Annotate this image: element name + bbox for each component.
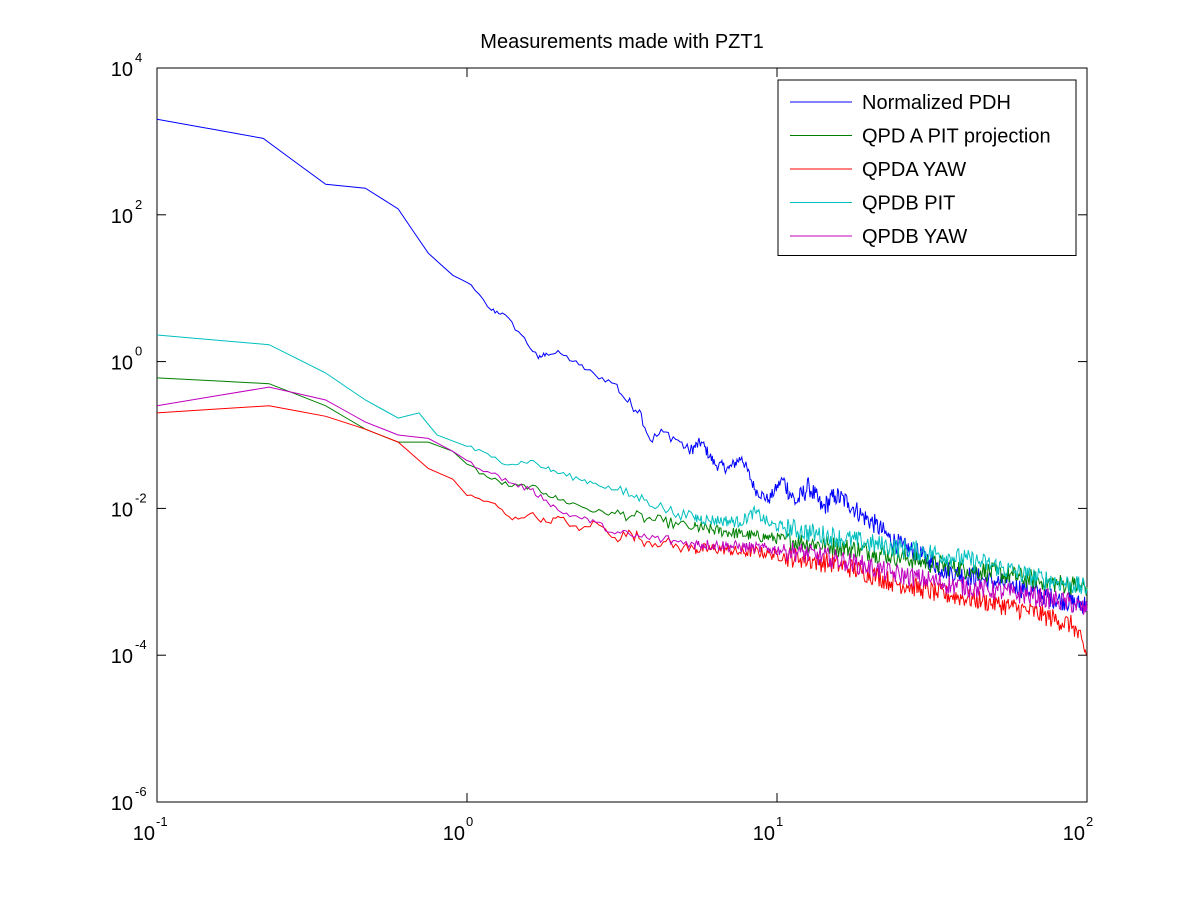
legend-label: Normalized PDH: [862, 92, 1011, 114]
series-lines: [156, 118, 1088, 656]
y-tick-exponent: 4: [135, 50, 142, 65]
legend-label: QPDB PIT: [862, 193, 955, 215]
y-tick-label: 10: [111, 353, 133, 375]
x-tick-label: 10: [753, 823, 775, 845]
series-line-4: [156, 334, 1088, 595]
legend-box: [777, 79, 1077, 256]
y-tick-label: 10: [111, 499, 133, 521]
legend-label: QPDB YAW: [862, 226, 967, 248]
x-tick-label: 10: [443, 823, 465, 845]
series-line-2: [156, 377, 1088, 596]
y-tick-exponent: 0: [135, 344, 142, 359]
y-tick-exponent: -2: [135, 490, 147, 505]
legend-label: QPDA YAW: [862, 159, 966, 181]
y-tick-exponent: 2: [135, 197, 142, 212]
x-tick-exponent: -1: [156, 814, 168, 829]
series-line-1: [156, 118, 1088, 614]
chart-title: Measurements made with PZT1: [480, 31, 763, 53]
y-tick-exponent: -4: [135, 637, 147, 652]
x-tick-exponent: 1: [776, 814, 783, 829]
legend-label: QPD A PIT projection: [862, 126, 1051, 148]
series-line-3: [156, 405, 1088, 656]
x-tick-exponent: 0: [466, 814, 473, 829]
y-tick-exponent: -6: [135, 784, 147, 799]
y-tick-label: 10: [111, 793, 133, 815]
series-line-5: [156, 386, 1088, 616]
y-tick-label: 10: [111, 59, 133, 81]
x-tick-exponent: 2: [1086, 814, 1093, 829]
x-tick-label: 10: [133, 823, 155, 845]
x-tick-label: 10: [1063, 823, 1085, 845]
y-tick-label: 10: [111, 646, 133, 668]
y-tick-label: 10: [111, 206, 133, 228]
legend: Normalized PDH QPD A PIT projection QPDA Y…: [777, 79, 1077, 256]
